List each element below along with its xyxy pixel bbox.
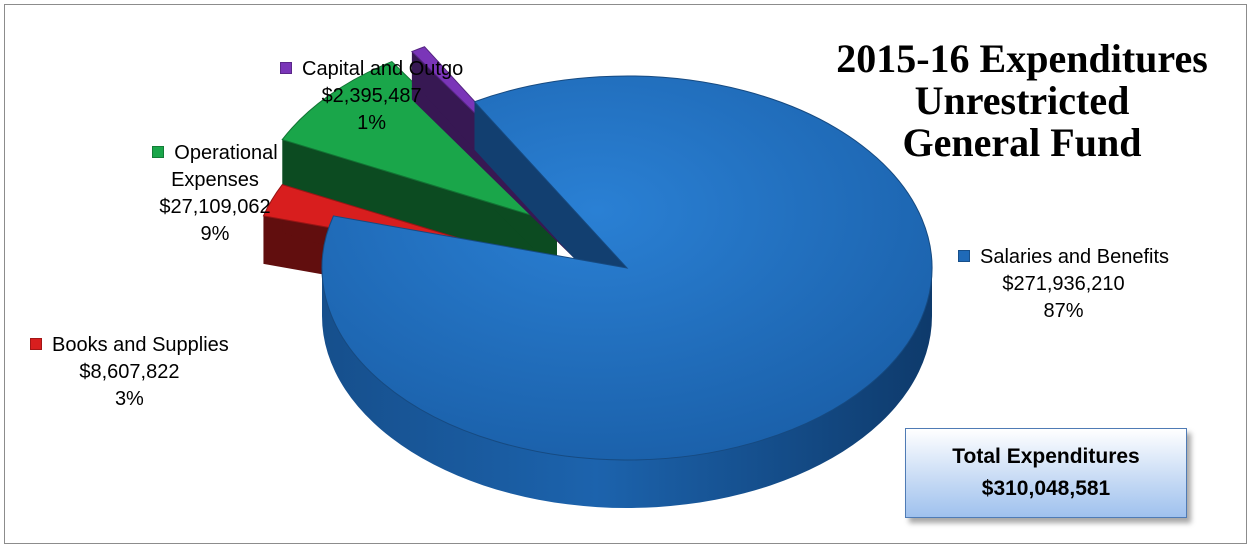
label-capital-and-outgo: Capital and Outgo $2,395,487 1% <box>280 56 463 137</box>
chart-title: 2015-16 Expenditures Unrestricted Genera… <box>812 38 1232 164</box>
legend-swatch-capital <box>280 62 292 74</box>
pie-slice-salaries-and-benefits <box>321 75 933 461</box>
total-expenditures-box: Total Expenditures $310,048,581 <box>905 428 1187 518</box>
chart-title-line-2: Unrestricted <box>914 78 1130 123</box>
slice-amount: $2,395,487 <box>321 85 422 107</box>
slice-name: Salaries and Benefits <box>980 246 1170 268</box>
legend-swatch-salaries <box>958 250 970 262</box>
slice-name-part-2: Expenses <box>171 169 259 191</box>
pie-wall-operational-expenses-0 <box>282 139 557 271</box>
label-books-and-supplies: Books and Supplies $8,607,822 3% <box>30 332 229 413</box>
chart-title-line-1: 2015-16 Expenditures <box>836 36 1208 81</box>
label-salaries-and-benefits: Salaries and Benefits $271,936,210 87% <box>958 244 1169 325</box>
pie-side-salaries-and-benefits <box>322 268 932 508</box>
slice-percent: 9% <box>200 223 230 245</box>
slice-amount: $27,109,062 <box>159 196 271 218</box>
slice-percent: 87% <box>1043 300 1084 322</box>
legend-swatch-books <box>30 338 42 350</box>
slice-name: Capital and Outgo <box>302 58 464 80</box>
pie-slice-operational-expenses <box>281 60 558 224</box>
slice-percent: 1% <box>357 112 387 134</box>
total-value: $310,048,581 <box>981 477 1111 500</box>
chart-title-line-3: General Fund <box>902 120 1142 165</box>
slice-name: Books and Supplies <box>52 334 229 356</box>
total-label: Total Expenditures <box>952 445 1140 468</box>
slice-percent: 3% <box>114 388 144 410</box>
legend-swatch-operational <box>152 146 165 158</box>
slice-name-part-1: Operational <box>174 142 278 164</box>
slice-amount: $271,936,210 <box>1002 273 1125 295</box>
label-operational-expenses: Operational Expenses $27,109,062 9% <box>120 140 310 248</box>
slice-amount: $8,607,822 <box>79 361 180 383</box>
